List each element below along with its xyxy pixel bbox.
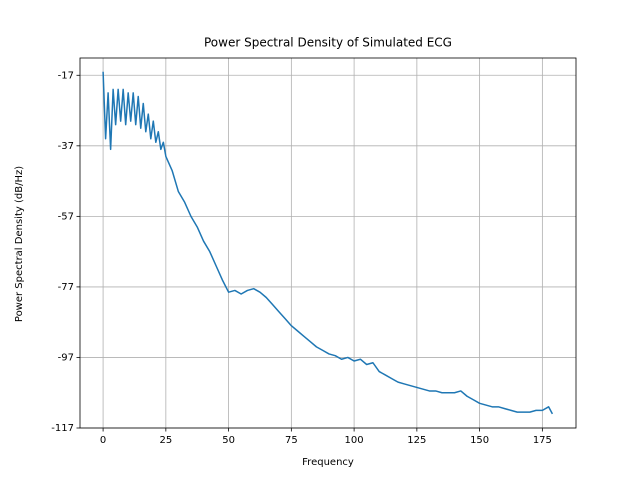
x-tick-label: 0 bbox=[100, 435, 106, 446]
x-tick-label: 25 bbox=[159, 435, 172, 446]
chart-title: Power Spectral Density of Simulated ECG bbox=[204, 36, 452, 50]
line-series bbox=[102, 71, 554, 415]
y-tick-label: -57 bbox=[58, 211, 74, 222]
y-tick-label: -77 bbox=[58, 282, 74, 293]
x-tick-label: 50 bbox=[222, 435, 235, 446]
x-axis-label: Frequency bbox=[302, 457, 354, 468]
y-tick-label: -37 bbox=[58, 141, 74, 152]
y-tick-label: -117 bbox=[51, 423, 74, 434]
x-tick-label: 175 bbox=[533, 435, 552, 446]
plot-frame bbox=[79, 57, 577, 429]
x-tick-label: 125 bbox=[407, 435, 426, 446]
x-tick-label: 75 bbox=[285, 435, 298, 446]
x-tick-label: 150 bbox=[470, 435, 489, 446]
y-tick-label: -17 bbox=[58, 70, 74, 81]
y-axis-label: Power Spectral Density (dB/Hz) bbox=[14, 166, 25, 322]
y-tick-label: -97 bbox=[58, 352, 74, 363]
x-tick-label: 100 bbox=[345, 435, 364, 446]
